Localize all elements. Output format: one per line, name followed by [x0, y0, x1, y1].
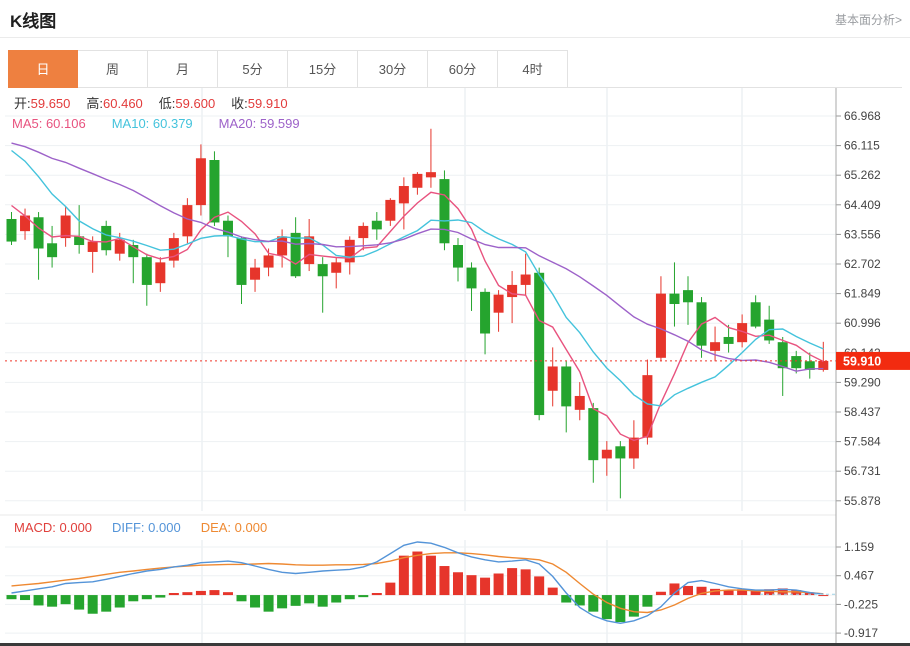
svg-text:57.584: 57.584: [844, 435, 881, 449]
svg-text:63.556: 63.556: [844, 227, 881, 241]
ma-legend: MA5: 60.106 MA10: 60.379 MA20: 59.599: [12, 116, 326, 131]
ma5-line: [11, 191, 824, 442]
svg-text:60.996: 60.996: [844, 316, 881, 330]
bottom-border: [0, 643, 910, 646]
ohlc-open-label: 开:: [14, 96, 31, 111]
svg-text:0.467: 0.467: [844, 569, 874, 583]
ohlc-close: 收:59.910: [231, 96, 287, 111]
tab-interval-0[interactable]: 日: [8, 50, 78, 88]
tab-interval-1[interactable]: 周: [78, 50, 148, 88]
svg-text:64.409: 64.409: [844, 198, 881, 212]
svg-text:-0.917: -0.917: [844, 626, 878, 640]
ohlc-open-value: 59.650: [30, 96, 71, 111]
ma10-line: [11, 149, 824, 407]
macd-macd: MACD: 0.000: [14, 520, 93, 535]
tab-interval-5[interactable]: 30分: [358, 50, 428, 88]
svg-text:55.878: 55.878: [844, 494, 881, 508]
main-candlestick-chart: 66.968 66.115 65.262 64.409 63.556 62.702 61.8…: [5, 88, 881, 511]
tab-interval-6[interactable]: 60分: [428, 50, 498, 88]
svg-text:66.968: 66.968: [844, 109, 881, 123]
ma-ma10: MA10: 60.379: [111, 116, 193, 131]
ma-ma5: MA5: 60.106: [12, 116, 86, 131]
svg-text:1.159: 1.159: [844, 540, 874, 554]
fundamental-analysis-link[interactable]: 基本面分析>: [834, 13, 902, 27]
ohlc-open: 开:59.650: [14, 96, 70, 111]
page-title: K线图: [10, 12, 57, 31]
ohlc-legend: 开:59.650 高:60.460 低:59.600 收:59.910: [14, 93, 304, 112]
tab-interval-2[interactable]: 月: [148, 50, 218, 88]
macd-legend: MACD: 0.000 DIFF: 0.000 DEA: 0.000: [14, 520, 287, 535]
ohlc-high-label: 高:: [86, 96, 104, 111]
svg-text:56.731: 56.731: [844, 464, 881, 478]
tab-interval-3[interactable]: 5分: [218, 50, 288, 88]
ma20-line: [11, 142, 824, 372]
ohlc-low: 低:59.600: [159, 96, 215, 111]
current-price-tag: 59.910: [836, 351, 910, 370]
svg-text:62.702: 62.702: [844, 257, 881, 271]
svg-text:-0.225: -0.225: [844, 597, 878, 611]
macd-diff: DIFF: 0.000: [112, 520, 181, 535]
ohlc-low-value: 59.600: [175, 96, 216, 111]
macd-chart: 1.159 0.467 -0.225 -0.917: [5, 540, 878, 643]
tab-interval-4[interactable]: 15分: [288, 50, 358, 88]
svg-text:65.262: 65.262: [844, 168, 881, 182]
interval-tab-bar: 日周月 5分 15分 30分 60分 4时: [8, 50, 902, 88]
ma-ma20: MA20: 59.599: [218, 116, 300, 131]
widget-header: K线图 基本面分析>: [0, 0, 910, 38]
svg-text:61.849: 61.849: [844, 287, 881, 301]
ohlc-high-value: 60.460: [103, 96, 143, 111]
diff-line: [11, 541, 824, 625]
tab-interval-7[interactable]: 4时: [498, 50, 568, 88]
svg-text:59.910: 59.910: [843, 354, 881, 368]
macd-dea: DEA: 0.000: [200, 520, 268, 535]
dea-line: [11, 552, 824, 614]
ohlc-close-label: 收:: [231, 96, 248, 111]
svg-text:66.115: 66.115: [844, 139, 880, 153]
ohlc-low-label: 低:: [158, 96, 176, 111]
ohlc-close-value: 59.910: [247, 96, 288, 111]
svg-text:59.290: 59.290: [844, 375, 881, 389]
svg-text:58.437: 58.437: [844, 405, 881, 419]
ohlc-high: 高:60.460: [86, 96, 142, 111]
